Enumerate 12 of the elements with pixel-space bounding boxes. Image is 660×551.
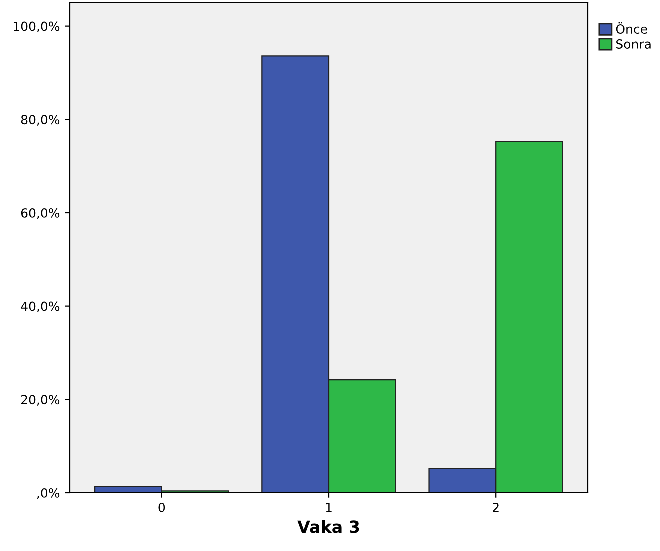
legend-label: Sonra [616, 40, 651, 49]
x-tick-label: 0 [158, 502, 166, 512]
x-tick-label: 2 [493, 502, 499, 512]
y-tick-label: 40,0% [21, 302, 60, 313]
legend-label: Önce [616, 22, 648, 34]
y-tick-label: 20,0% [21, 395, 60, 406]
x-tick-label: 1 [326, 503, 332, 512]
y-tick-label: 100,0% [14, 22, 60, 33]
x-axis-title: Vaka 3 [298, 520, 360, 534]
y-tick-label: 60,0% [21, 208, 60, 220]
y-tick-label: 80,0% [21, 115, 60, 126]
y-tick-label: ,0% [37, 488, 60, 500]
